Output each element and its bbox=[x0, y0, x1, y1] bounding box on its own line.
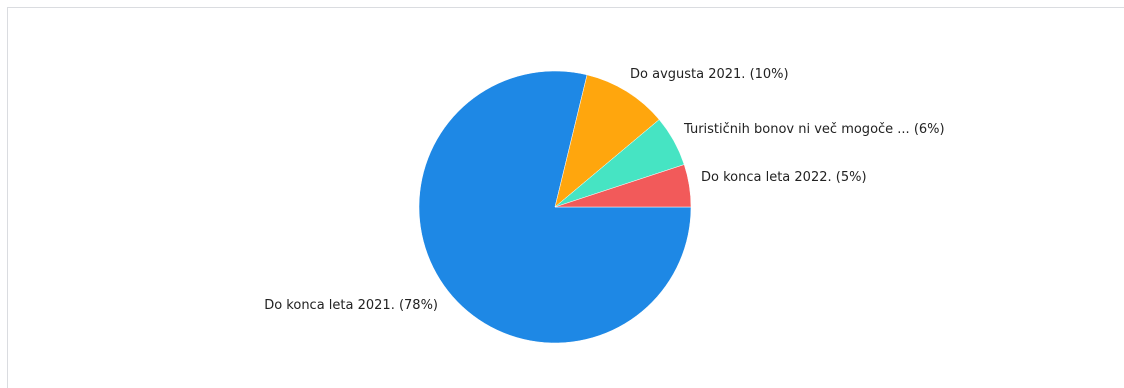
pie-slices bbox=[418, 70, 692, 344]
slice-avgust-2021[interactable] bbox=[554, 74, 660, 208]
label-turisticni-boni: Turističnih bonov ni več mogoče ... (6%) bbox=[683, 122, 945, 137]
label-konec-2021: Do konca leta 2021. (78%) bbox=[264, 298, 438, 313]
pie-labels: Do konca leta 2021. (78%) Do avgusta 2021… bbox=[264, 67, 944, 313]
slice-konec-2022[interactable] bbox=[554, 164, 692, 208]
label-konec-2022: Do konca leta 2022. (5%) bbox=[701, 170, 867, 185]
label-avgust-2021: Do avgusta 2021. (10%) bbox=[630, 67, 789, 82]
